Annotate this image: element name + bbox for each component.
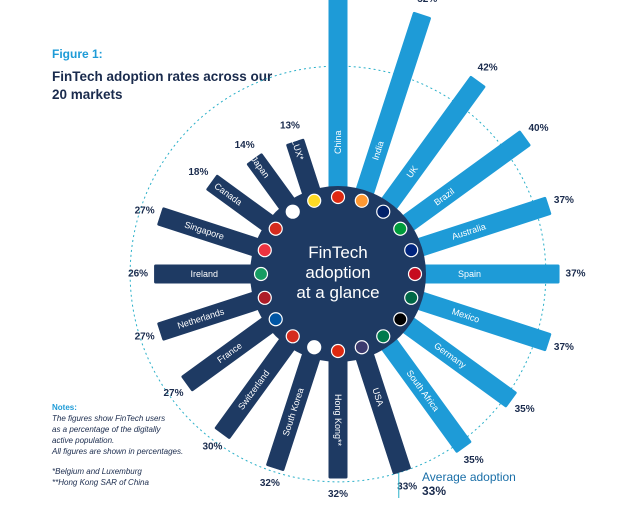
- uk-flag-icon: [376, 204, 391, 219]
- bar-ireland: [154, 264, 278, 284]
- mexico-flag-icon: [404, 290, 419, 305]
- value-label-australia: 37%: [554, 195, 574, 206]
- value-label-usa: 33%: [397, 481, 417, 492]
- value-label-mexico: 37%: [554, 342, 574, 353]
- belgium-flag-icon: [307, 193, 322, 208]
- south-korea-flag-icon: [307, 340, 322, 355]
- bar-switzerland: [214, 317, 310, 439]
- value-label-south-korea: 32%: [260, 478, 280, 489]
- value-label-spain: 37%: [566, 269, 586, 280]
- bar-usa: [347, 328, 411, 475]
- bar-brazil: [381, 130, 531, 246]
- bar-mexico: [392, 283, 552, 352]
- value-label-netherlands: 27%: [135, 331, 155, 342]
- value-label-ireland: 26%: [128, 269, 148, 280]
- bar-australia: [392, 196, 552, 265]
- value-label-france: 27%: [163, 388, 183, 399]
- usa-flag-icon: [354, 340, 369, 355]
- bar-china: [328, 0, 348, 214]
- value-label-be-lux: 13%: [280, 121, 300, 132]
- ireland-flag-icon: [253, 266, 269, 282]
- value-label-south-africa: 35%: [464, 455, 484, 466]
- singapore-flag-icon: [257, 243, 272, 258]
- category-label-ireland: Ireland: [190, 269, 218, 279]
- china-flag-icon: [330, 189, 346, 205]
- brazil-flag-icon: [393, 221, 408, 236]
- value-label-brazil: 40%: [528, 123, 548, 134]
- category-label-spain: Spain: [458, 269, 481, 279]
- chart-hub: [250, 186, 426, 362]
- bar-singapore: [157, 207, 284, 265]
- germany-flag-icon: [393, 312, 408, 327]
- value-label-switzerland: 30%: [202, 441, 222, 452]
- value-label-india: 52%: [417, 0, 437, 5]
- center-text: FinTech adoption at a glance: [296, 243, 379, 302]
- bar-germany: [381, 302, 517, 408]
- bar-uk: [366, 75, 486, 231]
- category-label-hong-kong: Hong Kong**: [333, 394, 343, 447]
- south-africa-flag-icon: [376, 329, 391, 344]
- average-adoption-value: 33%: [422, 484, 447, 498]
- center-text-line-2: adoption: [305, 263, 370, 282]
- center-text-line-1: FinTech: [308, 243, 368, 262]
- value-label-uk: 42%: [478, 62, 498, 73]
- spain-flag-icon: [407, 266, 423, 282]
- value-label-singapore: 27%: [135, 206, 155, 217]
- france-flag-icon: [268, 312, 283, 327]
- bar-hong-kong: [328, 334, 348, 479]
- japan-flag-icon: [285, 204, 300, 219]
- bar-india: [347, 11, 431, 220]
- value-label-japan: 14%: [235, 140, 255, 151]
- hong-kong-flag-icon: [330, 343, 346, 359]
- netherlands-flag-icon: [257, 290, 272, 305]
- flag-group: [253, 189, 423, 359]
- canada-flag-icon: [268, 221, 283, 236]
- footnote: **Hong Kong SAR of China: [52, 478, 149, 487]
- notes-line: All figures are shown in percentages.: [52, 447, 184, 456]
- notes-heading: Notes:: [52, 403, 77, 412]
- bar-south-korea: [266, 328, 329, 471]
- figure-label: Figure 1:: [52, 47, 103, 61]
- notes-line: The figures show FinTech users: [52, 414, 166, 423]
- notes-line: as a percentage of the digitally: [52, 425, 161, 434]
- switzerland-flag-icon: [285, 329, 300, 344]
- footnote: *Belgium and Luxemburg: [52, 467, 142, 476]
- center-text-line-3: at a glance: [296, 283, 379, 302]
- chart-title: FinTech adoption rates across our 20 mar…: [52, 69, 273, 102]
- average-adoption-label: Average adoption: [422, 470, 516, 484]
- bar-netherlands: [157, 283, 284, 341]
- value-label-germany: 35%: [515, 404, 535, 415]
- value-label-hong-kong: 32%: [328, 489, 348, 500]
- bar-south-africa: [366, 317, 472, 453]
- australia-flag-icon: [404, 243, 419, 258]
- bar-group: China69%India52%UK42%Brazil40%Australia3…: [128, 0, 586, 500]
- notes: Notes: The figures show FinTech users as…: [52, 402, 252, 488]
- category-label-china: China: [333, 130, 343, 154]
- bar-spain: [398, 264, 560, 284]
- value-label-canada: 18%: [188, 167, 208, 178]
- notes-line: active population.: [52, 436, 115, 445]
- india-flag-icon: [354, 193, 369, 208]
